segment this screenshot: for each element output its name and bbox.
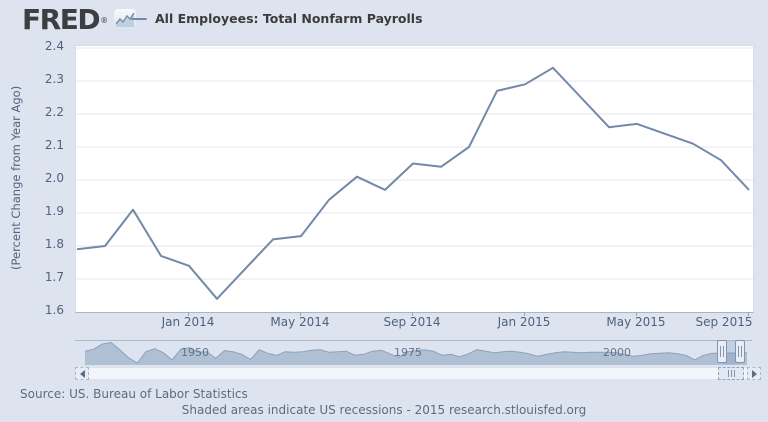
navigator-chart-svg [84, 341, 748, 365]
registered-mark: ® [100, 15, 109, 25]
x-tick-mark [748, 312, 749, 316]
fred-chart-icon [114, 9, 137, 31]
x-tick-mark [188, 312, 189, 316]
legend-line-swatch [131, 17, 147, 20]
scrollbar-thumb[interactable] [718, 367, 744, 380]
y-tick-label: 1.7 [44, 270, 64, 284]
source-text: Source: US. Bureau of Labor Statistics [20, 387, 248, 401]
y-tick-label: 2.3 [44, 72, 64, 86]
y-tick-label: 2.0 [44, 171, 64, 185]
y-tick-label: 1.9 [44, 204, 64, 218]
y-tick-label: 1.6 [44, 303, 64, 317]
navigator-right-handle[interactable] [735, 340, 745, 363]
plot-area[interactable] [75, 45, 754, 313]
navigator-year-label: 1950 [181, 346, 209, 359]
range-navigator[interactable]: 1950 1975 2000 [75, 340, 752, 366]
legend-item-payrolls[interactable]: All Employees: Total Nonfarm Payrolls [131, 11, 423, 26]
legend-series-label: All Employees: Total Nonfarm Payrolls [155, 11, 423, 26]
x-tick-mark [412, 312, 413, 316]
fred-logo-text: FRED [22, 3, 101, 36]
y-tick-label: 2.4 [44, 39, 64, 53]
y-tick-label: 1.8 [44, 237, 64, 251]
x-tick-label: Sep 2014 [383, 315, 441, 329]
y-tick-label: 2.2 [44, 105, 64, 119]
right-arrow-icon [751, 369, 757, 378]
x-tick-mark [636, 312, 637, 316]
x-tick-label: May 2015 [606, 315, 666, 329]
x-tick-label: Sep 2015 [695, 315, 753, 329]
recession-note-text: Shaded areas indicate US recessions - 20… [181, 403, 587, 417]
left-arrow-icon [79, 369, 85, 378]
scrollbar-right-button[interactable] [747, 367, 761, 380]
navigator-year-label: 1975 [394, 346, 422, 359]
x-tick-label: Jan 2014 [161, 315, 215, 329]
navigator-area [85, 342, 747, 365]
payrolls-line [76, 66, 750, 300]
fred-logo[interactable]: FRED ® [22, 3, 137, 36]
x-tick-label: May 2014 [270, 315, 330, 329]
scrollbar-left-button[interactable] [75, 367, 89, 380]
x-tick-mark [524, 312, 525, 316]
y-tick-label: 2.1 [44, 138, 64, 152]
navigator-left-handle[interactable] [717, 340, 727, 363]
x-tick-mark [300, 312, 301, 316]
navigator-year-label: 2000 [603, 346, 631, 359]
main-chart-svg [76, 47, 753, 300]
x-tick-label: Jan 2015 [497, 315, 551, 329]
navigator-line [84, 341, 748, 364]
scrollbar-track[interactable] [75, 367, 761, 380]
